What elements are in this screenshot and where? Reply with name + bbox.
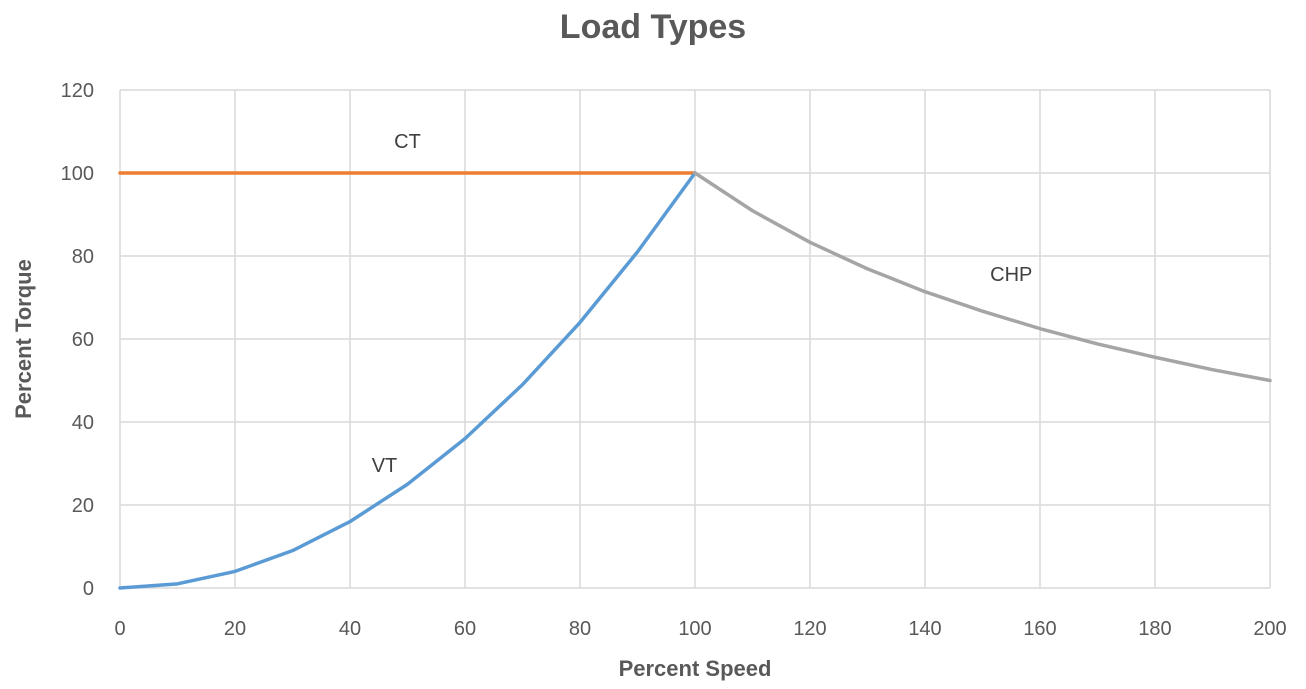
x-tick-label: 0 [114,618,125,640]
x-tick-label: 180 [1138,618,1171,640]
y-tick-label: 80 [72,246,94,268]
x-axis-title: Percent Speed [619,656,772,681]
y-tick-label: 60 [72,329,94,351]
x-tick-label: 60 [454,618,476,640]
x-tick-label: 100 [678,618,711,640]
x-tick-label: 200 [1253,618,1286,640]
gridlines [119,89,1271,589]
x-tick-label: 140 [908,618,941,640]
tick-labels: 0 20 40 60 80 100 120 140 160 180 200 0 20 40 60 80 100 1… [61,80,1287,640]
y-tick-label: 20 [72,495,94,517]
annotation-chp: CHP [990,264,1032,286]
y-tick-label: 100 [61,163,94,185]
series-lines [118,171,1272,590]
x-tick-label: 160 [1023,618,1056,640]
x-tick-label: 20 [224,618,246,640]
series-annotations: CT VT CHP [372,131,1033,477]
annotation-vt: VT [372,455,398,477]
series-line-chp [693,171,1272,383]
x-tick-label: 120 [793,618,826,640]
x-tick-label: 40 [339,618,361,640]
y-tick-label: 120 [61,80,94,102]
annotation-ct: CT [394,131,421,153]
y-tick-label: 0 [83,578,94,600]
x-tick-label: 80 [569,618,591,640]
series-line-vt [118,171,697,590]
y-tick-label: 40 [72,412,94,434]
y-axis-title: Percent Torque [11,259,36,419]
chart-title: Load Types [560,8,746,46]
